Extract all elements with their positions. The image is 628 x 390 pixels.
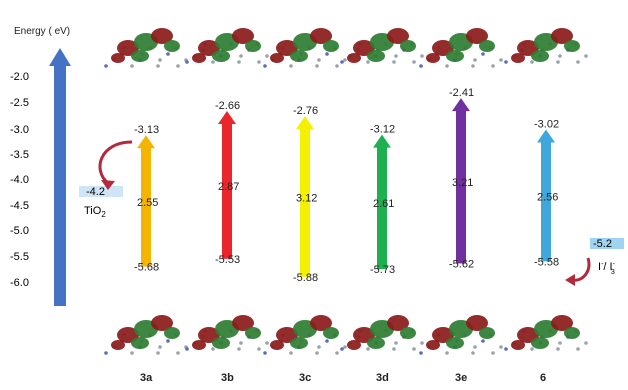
lumo-value: -3.12 <box>370 124 395 136</box>
compound-3e: -2.41 -5.62 3.21 3e <box>449 87 474 384</box>
tick-label: -3.0 <box>10 124 29 136</box>
lumo-value: -3.13 <box>134 124 159 136</box>
tio2-level-box <box>79 186 123 197</box>
transition-arrow-head <box>218 110 236 124</box>
axis-tick-labels: -2.0 -2.5 -3.0 -3.5 -4.0 -4.5 -5.0 -5.5 … <box>10 71 29 289</box>
transition-arrow-head <box>296 116 314 130</box>
homo-orbital-image <box>104 315 188 355</box>
injection-curve-arrow <box>98 140 133 190</box>
lumo-value: -2.76 <box>293 105 318 117</box>
tick-label: -2.5 <box>10 97 29 109</box>
transition-arrow-shaft <box>141 147 151 267</box>
transition-arrow-shaft <box>456 110 466 264</box>
compound-label: 3d <box>376 372 389 384</box>
transition-arrow-head <box>373 134 391 148</box>
tick-label: -4.0 <box>10 174 29 186</box>
compound-label: 3a <box>140 372 153 384</box>
compound-3c: -2.76 -5.88 3.12 3c <box>293 105 318 384</box>
transition-arrow-shaft <box>222 122 232 259</box>
redox-level: -5.2 I-/ I-3 <box>590 238 624 276</box>
homo-value: -5.58 <box>534 256 559 268</box>
axis-title: Energy ( eV) <box>14 26 70 37</box>
transition-arrow-shaft <box>541 141 551 262</box>
compounds-layer: -3.13 -5.68 2.55 3a -2.66 -5.53 2.87 3b -2.76 -5.… <box>134 87 559 384</box>
orbital-illustrations <box>104 28 588 355</box>
gap-value: 3.21 <box>452 177 473 189</box>
redox-value: -5.2 <box>593 238 612 250</box>
compound-label: 3c <box>299 372 311 384</box>
tick-label: -5.5 <box>10 251 29 263</box>
tick-label: -5.0 <box>10 225 29 237</box>
tio2-label: TiO2 <box>84 205 106 219</box>
lumo-orbital-image <box>504 28 588 64</box>
lumo-value: -2.41 <box>449 87 474 99</box>
tio2-value: -4.2 <box>86 186 105 198</box>
tick-label: -3.5 <box>10 149 29 161</box>
lumo-orbital-image <box>263 28 347 68</box>
transition-arrow-shaft <box>300 128 310 277</box>
tio2-level: -4.2 TiO2 <box>79 186 123 219</box>
homo-orbital-image <box>340 315 424 351</box>
lumo-value: -3.02 <box>534 119 559 131</box>
redox-label: I-/ I-3 <box>598 261 616 276</box>
lumo-orbital-image <box>340 28 424 64</box>
tick-label: -4.5 <box>10 200 29 212</box>
gap-value: 2.87 <box>218 181 239 193</box>
energy-axis-arrow <box>49 48 71 306</box>
homo-value: -5.73 <box>370 264 395 276</box>
regeneration-curve-arrow <box>565 257 591 286</box>
homo-orbital-image <box>185 315 269 351</box>
tick-label: -2.0 <box>10 71 29 83</box>
homo-value: -5.53 <box>215 254 240 266</box>
homo-value: -5.68 <box>134 262 159 274</box>
lumo-value: -2.66 <box>215 100 240 112</box>
compound-label: 3b <box>221 372 234 384</box>
transition-arrow-head <box>537 129 555 143</box>
compound-label: 6 <box>540 372 546 384</box>
compound-3b: -2.66 -5.53 2.87 3b <box>215 100 240 384</box>
transition-arrow-shaft <box>377 146 387 270</box>
homo-value: -5.62 <box>449 258 474 270</box>
gap-value: 2.61 <box>373 198 394 210</box>
lumo-orbital-image <box>419 28 503 68</box>
redox-level-box <box>590 238 624 249</box>
compound-3a: -3.13 -5.68 2.55 3a <box>134 124 159 384</box>
transition-arrow-head <box>137 135 155 149</box>
lumo-orbital-image <box>104 28 188 68</box>
compound-label: 3e <box>455 372 467 384</box>
compound-3d: -3.12 -5.73 2.61 3d <box>370 124 395 384</box>
compound-6: -3.02 -5.58 2.56 6 <box>534 119 559 384</box>
lumo-orbital-image <box>185 28 269 64</box>
homo-value: -5.88 <box>293 272 318 284</box>
homo-orbital-image <box>504 315 588 351</box>
homo-orbital-image <box>263 315 347 355</box>
homo-orbital-image <box>419 315 503 355</box>
tick-label: -6.0 <box>10 277 29 289</box>
gap-value: 2.56 <box>537 191 558 203</box>
gap-value: 2.55 <box>137 197 158 209</box>
gap-value: 3.12 <box>296 192 317 204</box>
transition-arrow-head <box>452 98 470 112</box>
